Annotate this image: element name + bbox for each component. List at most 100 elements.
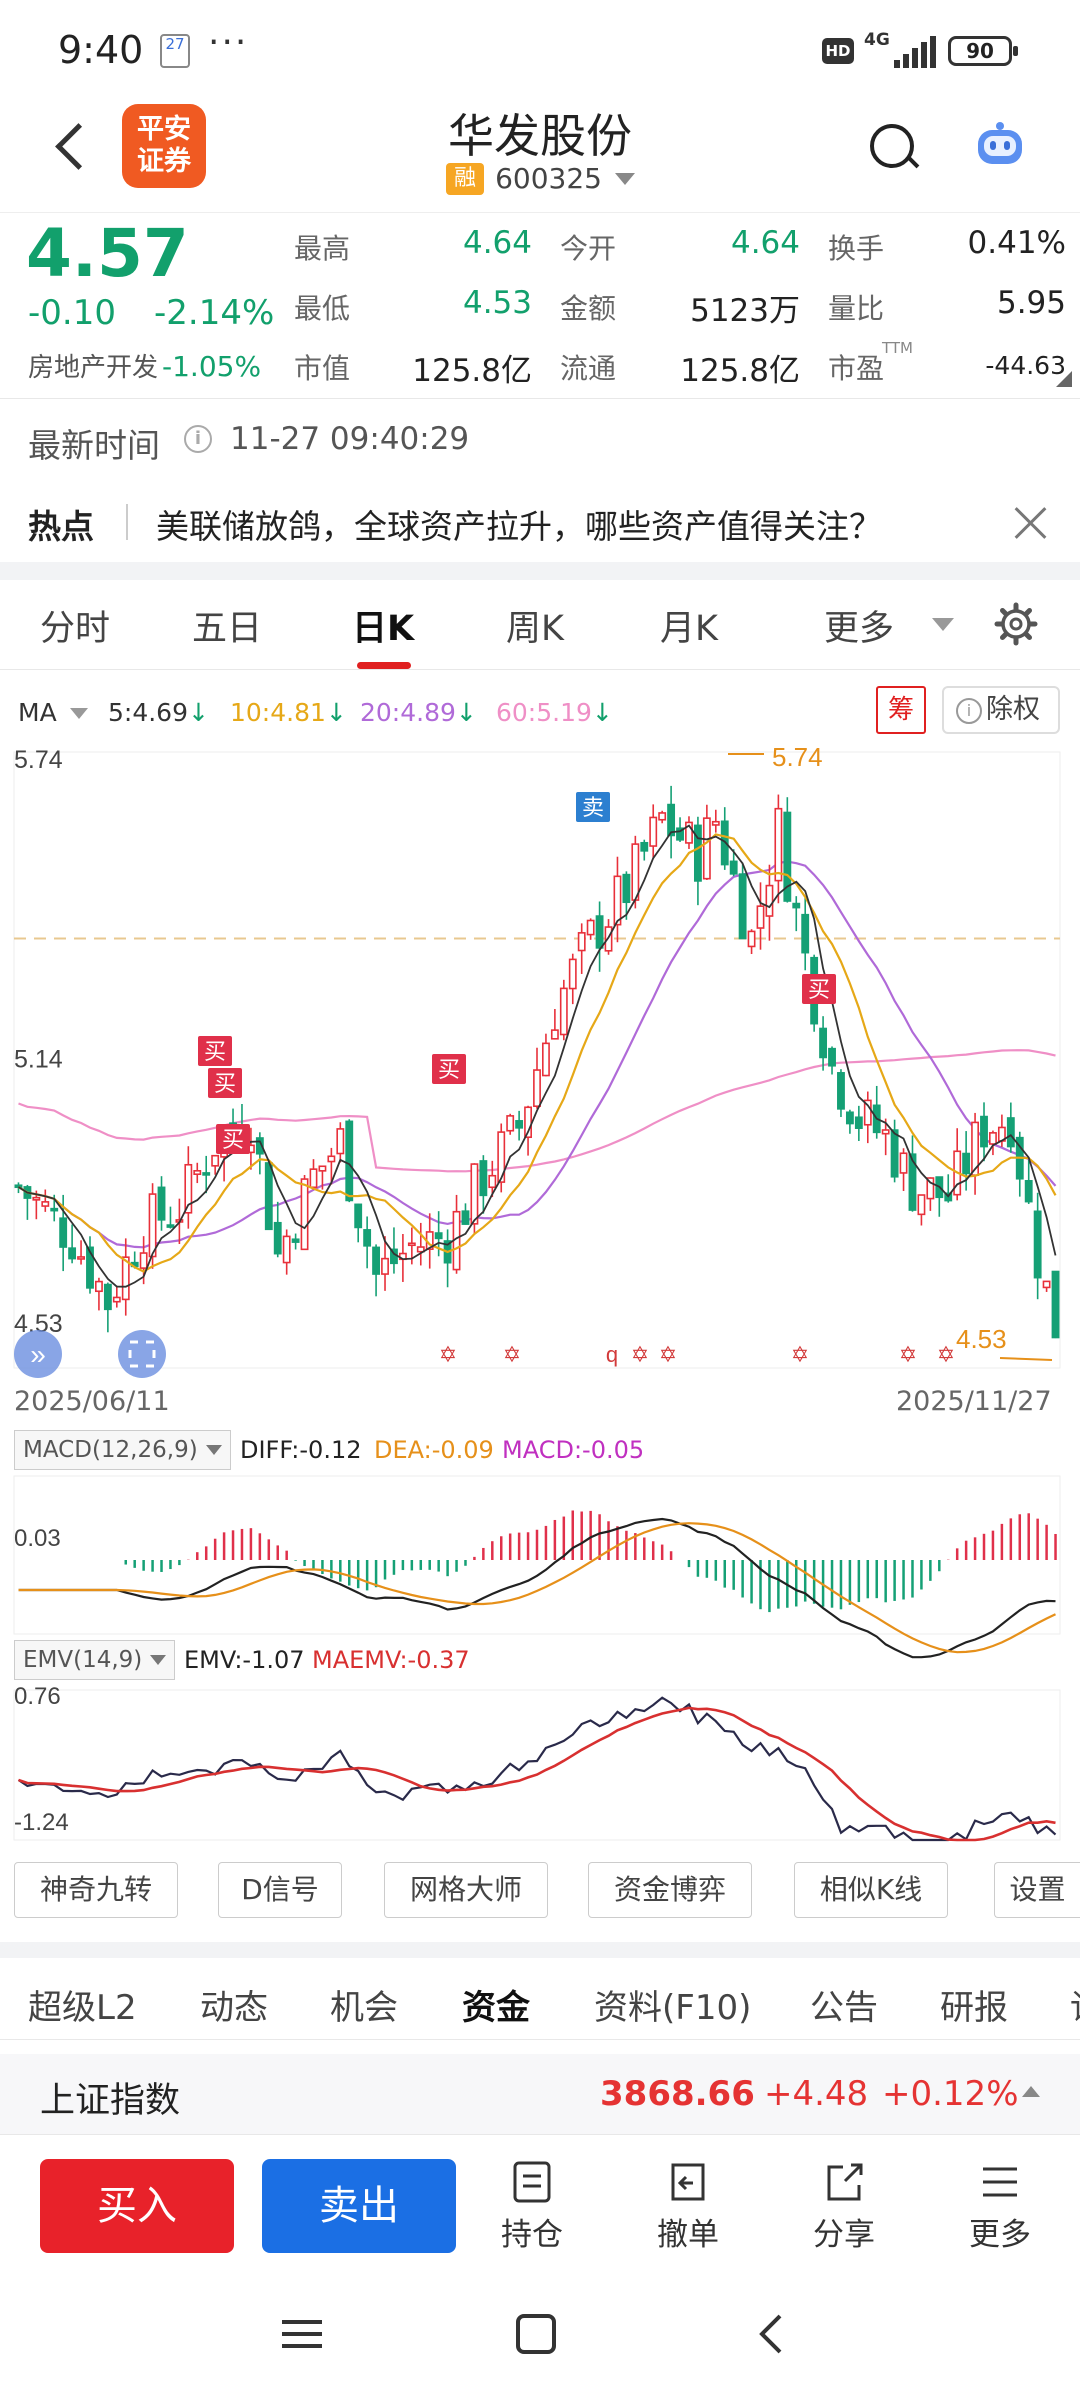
candle-body <box>577 932 586 952</box>
share-button[interactable]: 分享 <box>794 2159 894 2254</box>
candle-body <box>801 913 810 954</box>
back-nav-icon[interactable] <box>759 2314 782 2354</box>
emv-selector[interactable]: EMV(14,9) <box>14 1640 176 1680</box>
tab-intraday[interactable]: 分时 <box>40 609 111 649</box>
tab-funds[interactable]: 资金 <box>462 1988 530 2028</box>
tab-research[interactable]: 研报 <box>940 1988 1008 2028</box>
candle <box>729 849 738 877</box>
positions-button[interactable]: 持仓 <box>482 2159 582 2254</box>
candle <box>720 807 729 870</box>
candle-body <box>506 1115 515 1132</box>
more-button[interactable]: 更多 <box>950 2159 1050 2254</box>
ma-selector[interactable]: MA <box>18 698 57 727</box>
ma60-value: 60:5.19↓ <box>496 698 613 727</box>
price-change: -0.10 <box>28 293 116 333</box>
candle <box>68 1224 77 1264</box>
stock-code-selector[interactable]: 融 600325 <box>446 162 636 198</box>
buy-button[interactable]: 买入 <box>40 2159 234 2253</box>
expand-corner-icon[interactable] <box>1056 371 1072 387</box>
candle <box>345 1119 354 1203</box>
candle <box>595 901 604 972</box>
latest-time-value: 11-27 09:40:29 <box>230 421 470 457</box>
candle <box>336 1122 345 1163</box>
ai-assistant-icon[interactable] <box>974 120 1026 170</box>
indicator-tools: 神奇九转 D信号 网格大师 资金博弈 相似K线 设置 <box>0 1862 1080 1922</box>
index-ticker[interactable]: 上证指数 3868.66 +4.48 +0.12% <box>0 2054 1080 2134</box>
candle-body <box>41 1201 50 1207</box>
candle-body <box>68 1247 77 1260</box>
gear-icon[interactable] <box>994 602 1038 646</box>
ma5-value: 5:4.69↓ <box>108 698 209 727</box>
event-star-icon: ✡ <box>899 1342 917 1367</box>
tab-discussion[interactable]: 讨论 <box>1070 1980 1080 2029</box>
tool-button[interactable]: 网格大师 <box>384 1862 548 1918</box>
tab-l2[interactable]: 超级L2 <box>28 1988 137 2028</box>
tool-button[interactable]: D信号 <box>218 1862 342 1918</box>
tab-announcement[interactable]: 公告 <box>810 1988 878 2028</box>
hot-news-text[interactable]: 美联储放鸽，全球资产拉升，哪些资产值得关注？ <box>156 507 882 546</box>
tab-f10[interactable]: 资料(F10) <box>594 1988 752 2028</box>
ex-rights-button[interactable]: i 除权 <box>942 686 1060 734</box>
candle-body <box>676 827 684 841</box>
chevron-down-icon <box>150 1655 167 1665</box>
settings-button[interactable]: 设置 <box>994 1862 1080 1918</box>
candle <box>917 1194 926 1226</box>
candle-body <box>211 1154 220 1167</box>
menu-nav-icon[interactable] <box>282 2320 322 2348</box>
macd-selector[interactable]: MACD(12,26,9) <box>14 1430 231 1470</box>
candle <box>121 1238 130 1316</box>
candle-body <box>738 873 747 940</box>
search-icon[interactable] <box>868 122 918 172</box>
candle-body <box>586 919 595 936</box>
hot-news-bar[interactable]: 热点 美联储放鸽，全球资产拉升，哪些资产值得关注？ <box>0 480 1080 562</box>
buy-signal: 买 <box>214 1071 236 1096</box>
tab-news[interactable]: 动态 <box>200 1988 268 2028</box>
candle <box>819 1016 828 1071</box>
tool-button[interactable]: 神奇九转 <box>14 1862 178 1918</box>
buy-signal-bg <box>802 974 836 1004</box>
tab-daily-k[interactable]: 日K <box>352 609 415 649</box>
chip-distribution-button[interactable]: 筹 <box>876 686 926 734</box>
info-icon[interactable]: i <box>184 425 212 453</box>
broker-logo[interactable]: 平安 证券 <box>122 104 206 188</box>
chevron-down-icon <box>615 172 636 185</box>
price-frame <box>13 751 1061 1369</box>
close-icon[interactable] <box>1014 506 1048 540</box>
candle <box>854 1105 863 1141</box>
index-change: +4.48 <box>764 2074 869 2114</box>
tab-five-day[interactable]: 五日 <box>192 609 263 649</box>
emv-line <box>17 1696 1057 1842</box>
candle <box>479 1155 488 1214</box>
sell-button[interactable]: 卖出 <box>262 2159 456 2253</box>
candle <box>613 856 622 943</box>
candle <box>95 1277 103 1311</box>
chevron-up-icon[interactable] <box>1022 2086 1040 2097</box>
candle-body <box>318 1165 327 1172</box>
candle-body <box>95 1280 103 1293</box>
amount-value: 5123万 <box>690 293 800 329</box>
candle-body <box>845 1111 854 1125</box>
home-nav-icon[interactable] <box>516 2314 556 2354</box>
tool-button[interactable]: 资金博弈 <box>588 1862 752 1918</box>
candle <box>863 1091 872 1144</box>
candle <box>989 1130 997 1156</box>
candle <box>559 979 568 1041</box>
cancel-order-button[interactable]: 撤单 <box>638 2159 738 2254</box>
tab-opportunity[interactable]: 机会 <box>330 1988 398 2028</box>
candle-body <box>828 1047 836 1067</box>
stock-name: 华发股份 <box>448 109 632 163</box>
event-star-icon: ✡ <box>791 1342 809 1367</box>
tab-monthly-k[interactable]: 月K <box>660 609 718 649</box>
candle <box>103 1282 112 1333</box>
candle <box>488 1160 497 1198</box>
sector-info[interactable]: 房地产开发 -1.05% <box>28 350 262 383</box>
tab-weekly-k[interactable]: 周K <box>506 609 564 649</box>
candle-body <box>559 987 568 1036</box>
candle <box>506 1113 515 1135</box>
candle <box>166 1206 175 1229</box>
tab-more[interactable]: 更多 <box>824 609 895 649</box>
candle-body <box>765 884 774 917</box>
tool-button[interactable]: 相似K线 <box>794 1862 948 1918</box>
